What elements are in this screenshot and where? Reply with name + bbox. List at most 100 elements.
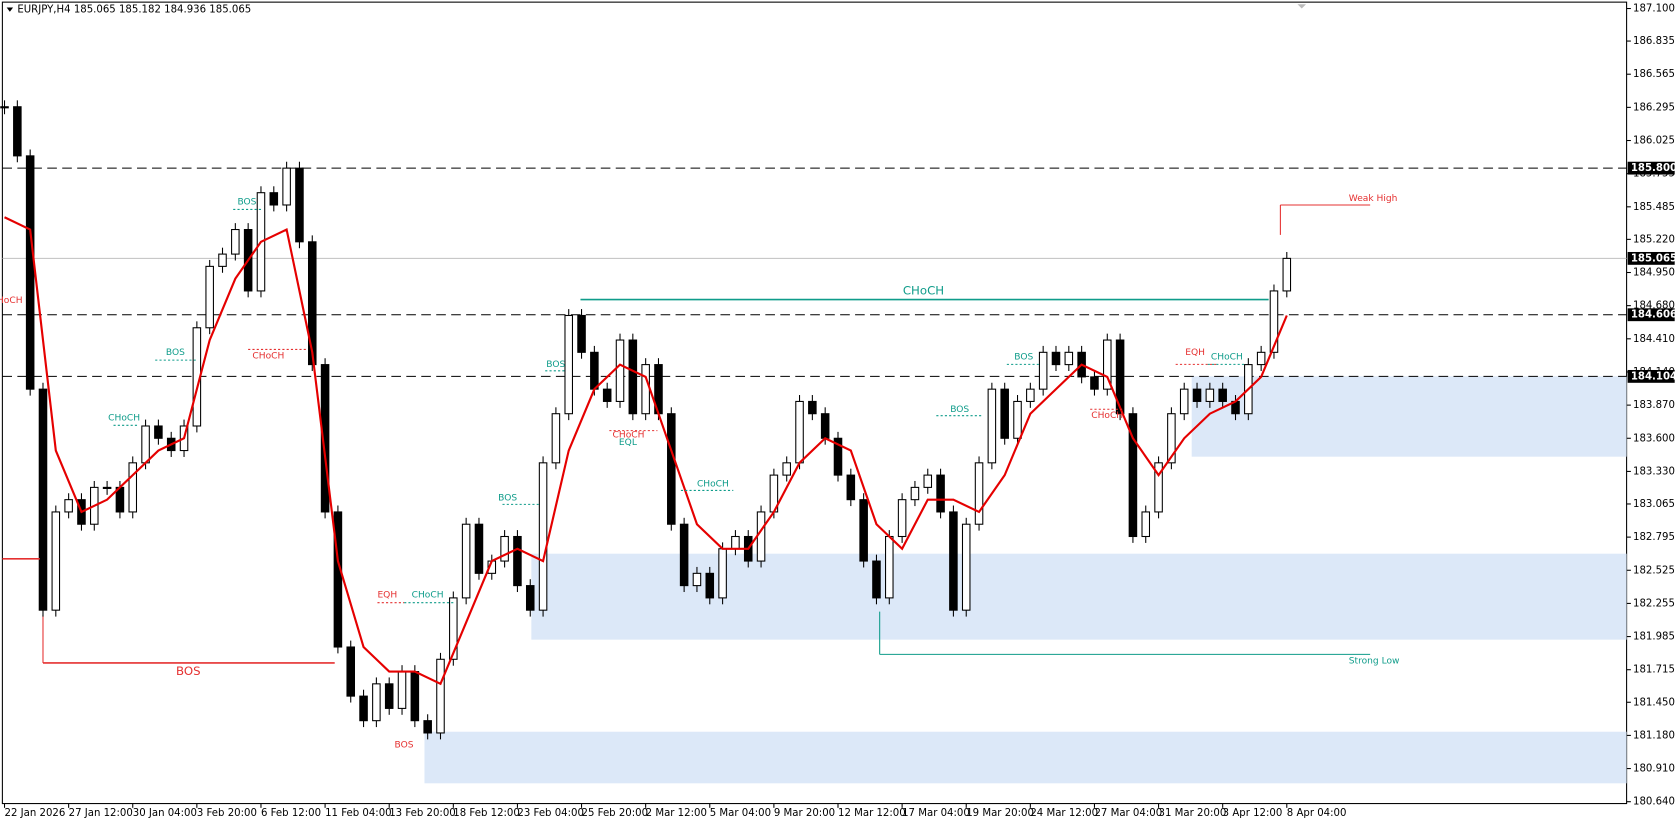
candle xyxy=(320,364,330,513)
x-tick-label: 30 Jan 04:00 xyxy=(133,808,197,819)
choch-label: CHoCH xyxy=(697,480,729,490)
price-tag xyxy=(1627,369,1675,383)
candle xyxy=(641,364,650,415)
candle xyxy=(359,695,368,722)
price-tag-label: 185.800 xyxy=(1631,163,1676,174)
x-tick-label: 19 Mar 20:00 xyxy=(966,808,1034,819)
candle xyxy=(436,658,445,734)
chart-header: EURJPY,H4 185.065 185.182 184.936 185.06… xyxy=(17,5,251,16)
menu-icon[interactable] xyxy=(6,7,14,12)
x-tick-label: 13 Feb 20:00 xyxy=(389,808,456,819)
candle xyxy=(1167,413,1176,464)
candle xyxy=(628,339,638,415)
candle xyxy=(936,474,945,513)
candle xyxy=(1013,400,1022,439)
zone xyxy=(531,553,1627,640)
candle xyxy=(615,339,625,402)
candle xyxy=(333,511,343,648)
candle xyxy=(1103,339,1112,390)
x-tick-label: 8 Apr 04:00 xyxy=(1287,808,1347,819)
zone xyxy=(424,731,1627,784)
y-tick-label: 186.295 xyxy=(1633,102,1675,113)
candle xyxy=(1179,388,1189,415)
candle xyxy=(218,253,227,267)
candle xyxy=(808,400,817,415)
candle xyxy=(987,388,997,464)
candle xyxy=(679,523,689,587)
candle xyxy=(1115,339,1125,415)
y-tick-label: 182.525 xyxy=(1633,565,1675,576)
candle xyxy=(346,646,356,697)
x-tick-label: 12 Mar 12:00 xyxy=(838,808,906,819)
y-tick-label: 182.795 xyxy=(1633,532,1675,543)
candle xyxy=(859,499,868,562)
candle xyxy=(1282,257,1292,292)
candle xyxy=(1154,462,1163,513)
bos-label: BOS xyxy=(1014,352,1033,362)
candle xyxy=(577,314,586,353)
candle xyxy=(0,106,9,109)
y-tick-label: 183.330 xyxy=(1633,466,1675,477)
x-tick-label: 22 Jan 2026 xyxy=(5,808,66,819)
candle xyxy=(269,192,279,206)
candle xyxy=(154,425,163,439)
candle xyxy=(13,106,22,157)
candle xyxy=(525,585,535,611)
price-tag xyxy=(1627,308,1675,322)
y-tick-label: 183.870 xyxy=(1633,400,1675,411)
bos-label: BOS xyxy=(546,360,565,370)
y-tick-label: 181.715 xyxy=(1633,665,1675,676)
candle xyxy=(885,535,894,599)
structure-labels: EURJPY,H4 185.065 185.182 184.936 185.06… xyxy=(0,4,1676,820)
moving-average xyxy=(4,216,1288,686)
choch-label: CHoCH xyxy=(613,430,645,440)
candle xyxy=(449,597,458,660)
candle xyxy=(961,523,971,611)
candle xyxy=(500,535,509,562)
candle xyxy=(1038,351,1048,390)
x-tick-label: 11 Feb 04:00 xyxy=(325,808,392,819)
candle xyxy=(1256,351,1266,366)
candle xyxy=(64,499,73,513)
bos-big-label: BOS xyxy=(176,664,201,678)
y-tick-label: 186.565 xyxy=(1633,69,1675,80)
candle xyxy=(1218,388,1227,402)
candle xyxy=(949,511,958,611)
price-tag-label: 184.606 xyxy=(1631,310,1676,321)
candle xyxy=(307,241,317,366)
y-tick-label: 181.180 xyxy=(1633,730,1675,741)
shift-marker[interactable] xyxy=(1297,4,1307,9)
bos-label: BOS xyxy=(950,405,969,415)
candle xyxy=(410,671,420,722)
candle xyxy=(731,535,740,550)
candle xyxy=(667,413,676,525)
candle xyxy=(897,499,907,538)
choch-label: CHoCH xyxy=(412,591,444,601)
candle xyxy=(25,155,35,390)
candle xyxy=(705,572,715,599)
choch-label: CHoCH xyxy=(1211,352,1243,362)
candle xyxy=(590,351,599,390)
candle xyxy=(602,388,612,402)
y-tick-label: 182.255 xyxy=(1633,598,1675,609)
x-tick-label: 2 Mar 12:00 xyxy=(646,808,707,819)
price-tag xyxy=(1627,161,1675,175)
bos-label: BOS xyxy=(498,493,517,503)
y-tick-label: 186.835 xyxy=(1633,36,1675,47)
candle xyxy=(1269,290,1279,353)
choch-big-label: CHoCH xyxy=(903,283,944,297)
candle xyxy=(513,535,522,587)
candle xyxy=(372,683,381,722)
candle xyxy=(872,560,881,599)
candle xyxy=(974,462,984,525)
y-tick-label: 184.680 xyxy=(1633,301,1675,312)
x-tick-label: 31 Mar 20:00 xyxy=(1159,808,1227,819)
candle xyxy=(910,486,920,501)
y-tick-label: 185.220 xyxy=(1633,234,1675,245)
candle xyxy=(38,388,48,611)
candle xyxy=(820,413,830,439)
x-tick-label: 3 Feb 20:00 xyxy=(197,808,257,819)
candle xyxy=(102,486,112,489)
candle xyxy=(564,314,573,415)
